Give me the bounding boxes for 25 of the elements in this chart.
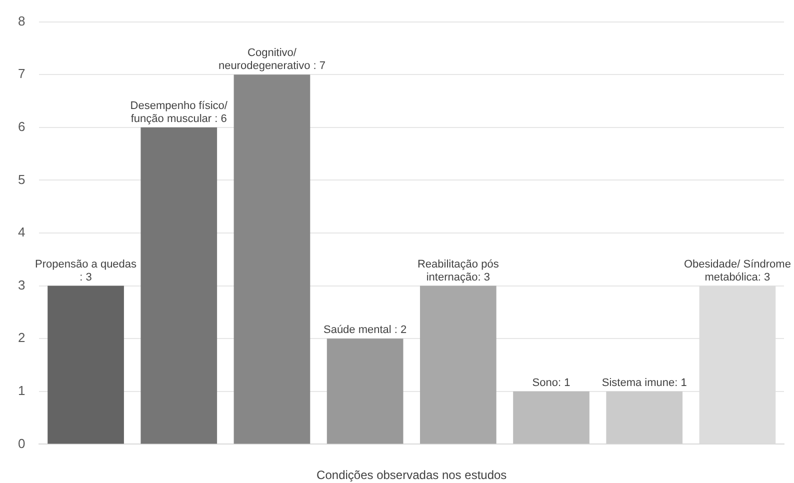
y-tick-label: 3 [18,277,26,292]
bar [326,338,404,444]
y-tick-label: 7 [18,66,26,82]
data-label: Desempenho físico/ função muscular : 6 [130,100,228,125]
data-label: Cognitivo/ neurodegenerativo : 7 [218,47,326,72]
y-tick-label: 8 [18,13,26,28]
bar [606,391,683,444]
bar [140,127,218,444]
data-label: Sono: 1 [532,376,570,389]
y-tick-label: 6 [18,118,26,134]
y-tick-label: 5 [18,172,26,187]
data-label: Reabilitação pós internação: 3 [417,258,500,284]
x-axis-title: Condições observadas nos estudos [316,468,507,482]
data-label: Propensão a quedas : 3 [35,258,138,284]
bar [48,286,124,444]
y-tick-label: 1 [18,382,26,398]
data-label: Sistema imune: 1 [602,376,687,389]
y-tick-label: 0 [18,436,26,451]
y-tick-label: 2 [18,330,26,346]
data-label: Saúde mental : 2 [323,324,407,336]
data-label: Obesidade/ Síndrome metabólica: 3 [684,258,791,284]
bar [420,286,496,444]
bar [513,391,590,444]
y-tick-label: 4 [18,224,26,240]
bar [234,74,310,444]
